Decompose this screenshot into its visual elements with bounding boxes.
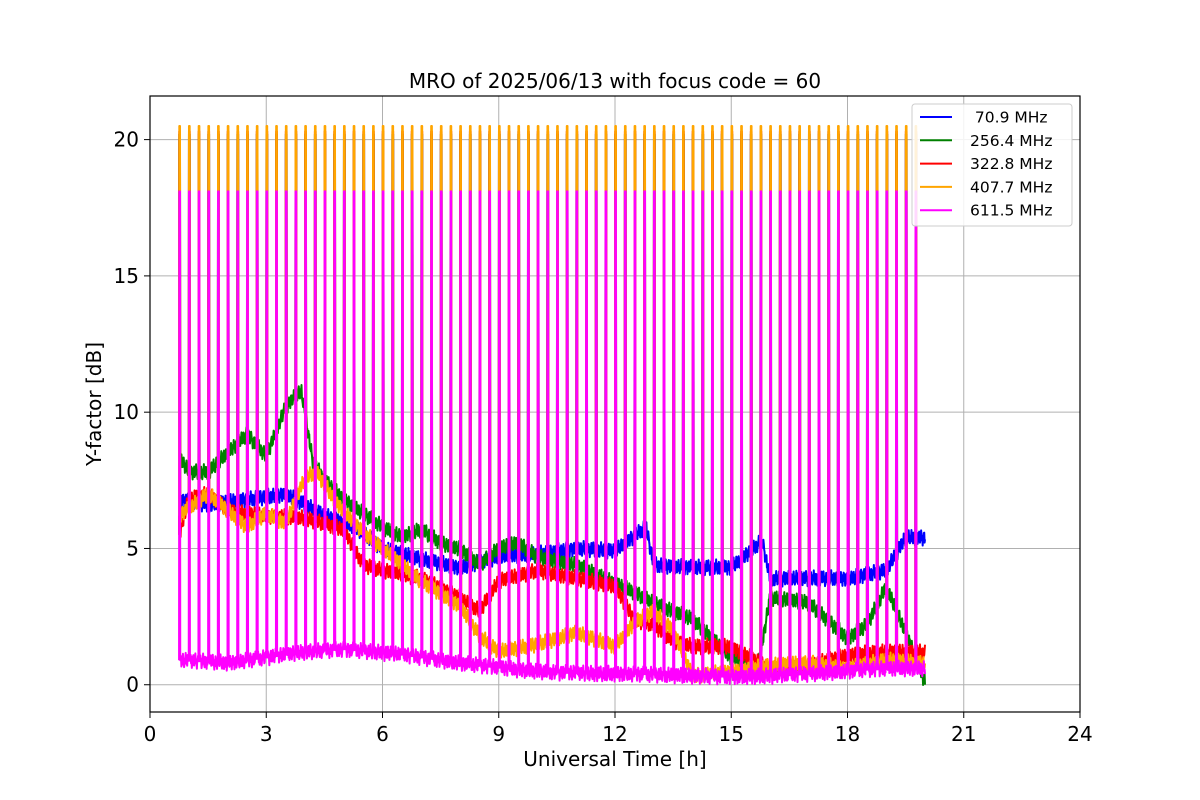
- x-tick-label: 6: [376, 722, 389, 746]
- y-axis-label: Y-factor [dB]: [82, 342, 106, 467]
- legend: 70.9 MHz 256.4 MHz 322.8 MHz 407.7 MHz 611.5…: [911, 103, 1073, 227]
- x-tick-label: 0: [144, 722, 157, 746]
- x-tick-label: 3: [260, 722, 273, 746]
- chart-title: MRO of 2025/06/13 with focus code = 60: [409, 69, 821, 93]
- legend-entry: 611.5 MHz: [970, 202, 1052, 220]
- y-tick-label: 10: [114, 400, 139, 424]
- x-tick-label: 15: [719, 722, 744, 746]
- legend-entry: 322.8 MHz: [970, 155, 1052, 173]
- series-layer: [178, 124, 926, 686]
- legend-entry: 70.9 MHz: [970, 109, 1048, 127]
- x-tick-label: 18: [835, 722, 860, 746]
- series-line: [178, 190, 926, 686]
- y-tick-label: 0: [126, 673, 139, 697]
- y-tick-label: 20: [114, 128, 139, 152]
- x-tick-label: 24: [1067, 722, 1092, 746]
- y-tick-label: 5: [126, 536, 139, 560]
- x-tick-label: 12: [602, 722, 627, 746]
- y-tick-label: 15: [114, 264, 139, 288]
- legend-box: [911, 103, 1073, 227]
- x-tick-label: 9: [492, 722, 505, 746]
- legend-entry: 407.7 MHz: [970, 178, 1052, 196]
- x-tick-label: 21: [951, 722, 976, 746]
- legend-entry: 256.4 MHz: [970, 132, 1052, 150]
- axis-ticks: 0 3 6 9 12 15 18 21 24 0 5 10 15 20: [114, 128, 1093, 746]
- x-axis-label: Universal Time [h]: [523, 747, 706, 771]
